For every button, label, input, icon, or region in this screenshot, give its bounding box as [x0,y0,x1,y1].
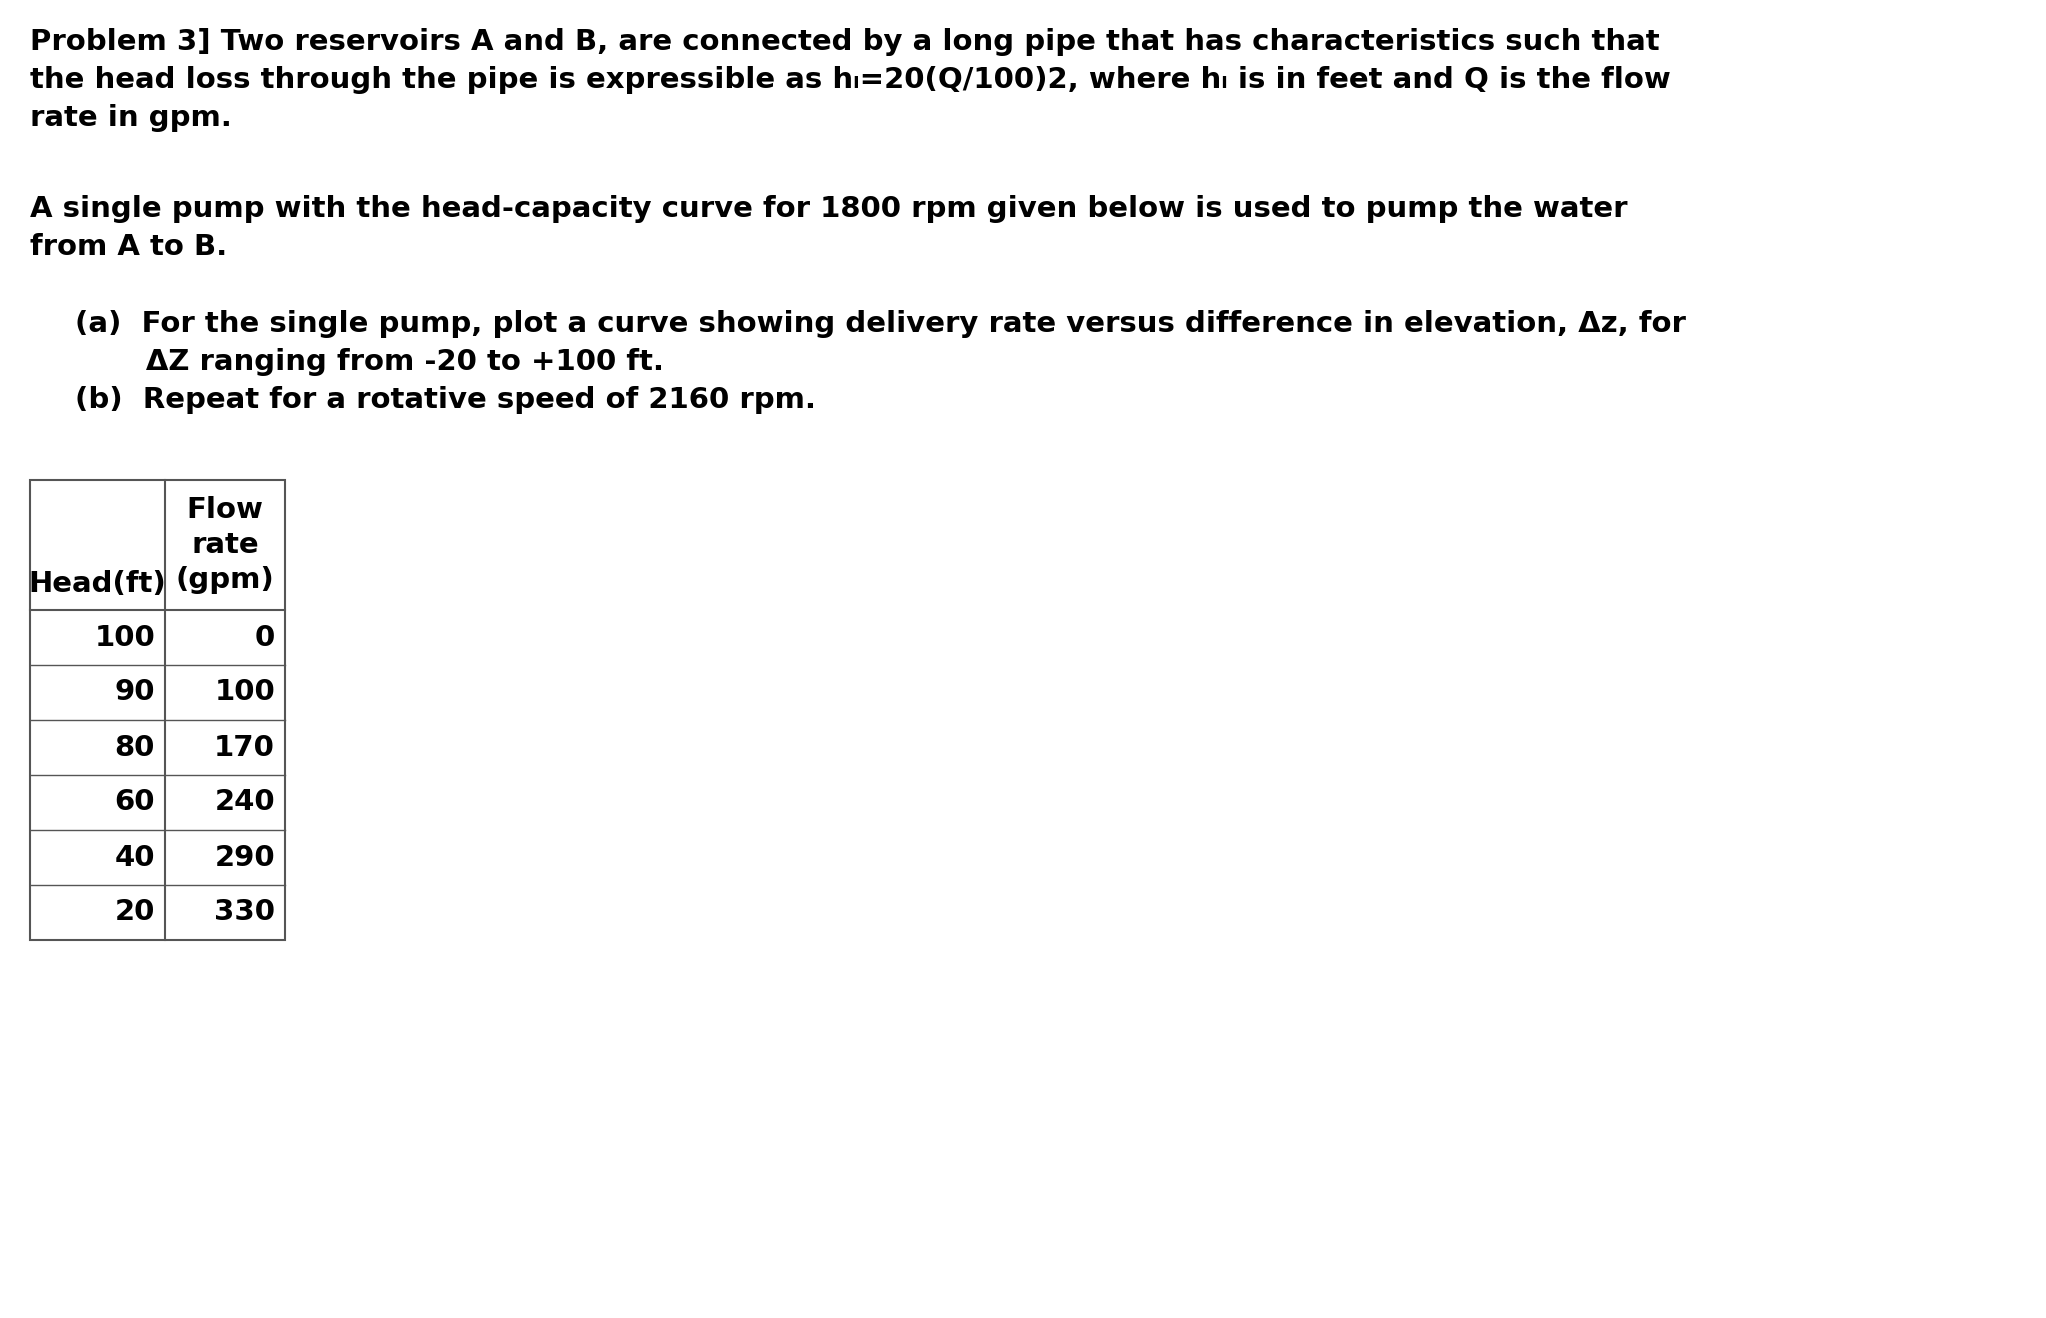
Text: ΔZ ranging from -20 to +100 ft.: ΔZ ranging from -20 to +100 ft. [76,348,665,376]
Bar [31,480,284,940]
Text: 20: 20 [115,899,155,927]
Text: (b)  Repeat for a rotative speed of 2160 rpm.: (b) Repeat for a rotative speed of 2160 … [76,386,816,414]
Text: 80: 80 [115,734,155,762]
Text: (a)  For the single pump, plot a curve showing delivery rate versus difference i: (a) For the single pump, plot a curve sh… [76,310,1686,337]
Text: 90: 90 [115,679,155,706]
Text: Flow
rate
(gpm): Flow rate (gpm) [176,497,274,593]
Text: A single pump with the head-capacity curve for 1800 rpm given below is used to p: A single pump with the head-capacity cur… [31,195,1627,223]
Text: 170: 170 [215,734,274,762]
Text: 100: 100 [94,623,155,651]
Text: 290: 290 [215,844,274,871]
Text: rate in gpm.: rate in gpm. [31,104,231,132]
Text: Problem 3] Two reservoirs A and B, are connected by a long pipe that has charact: Problem 3] Two reservoirs A and B, are c… [31,28,1659,55]
Text: Head(ft): Head(ft) [29,569,166,598]
Text: 60: 60 [115,788,155,816]
Text: 240: 240 [215,788,274,816]
Text: 100: 100 [215,679,274,706]
Text: 330: 330 [215,899,274,927]
Text: the head loss through the pipe is expressible as hₗ=20(Q/100)2, where hₗ is in f: the head loss through the pipe is expres… [31,66,1672,94]
Text: 0: 0 [256,623,274,651]
Text: 40: 40 [115,844,155,871]
Text: from A to B.: from A to B. [31,233,227,261]
